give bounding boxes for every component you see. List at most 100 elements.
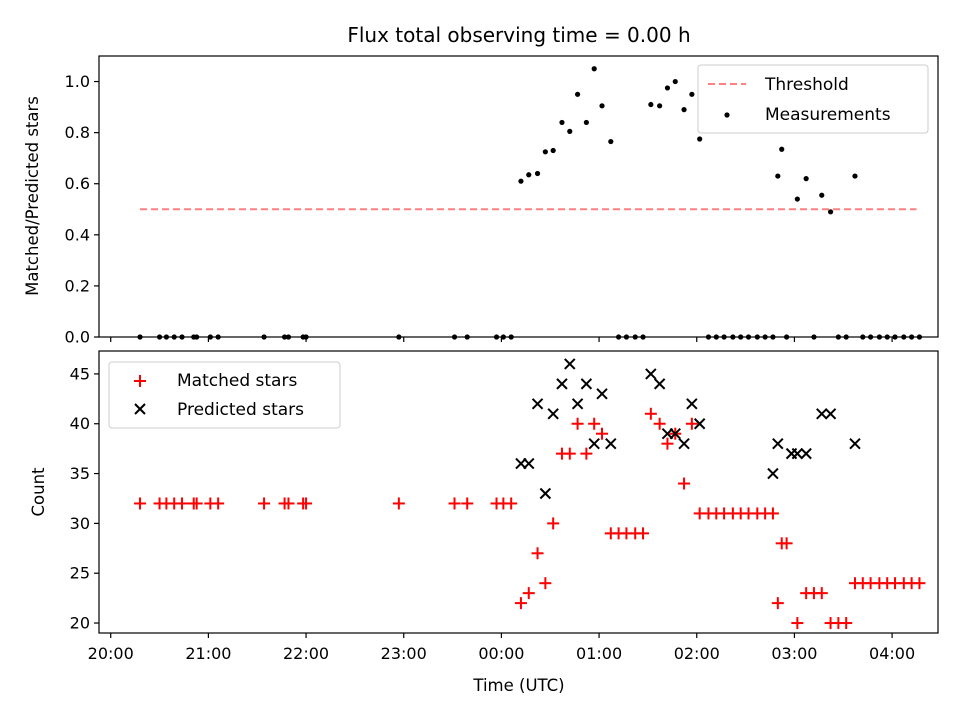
matched-stars-point bbox=[653, 417, 666, 430]
top-y-tick-label: 1.0 bbox=[65, 72, 90, 91]
measurement-point bbox=[534, 170, 541, 177]
matched-stars-point bbox=[547, 517, 560, 530]
predicted-stars-point bbox=[678, 437, 690, 450]
bottom-y-tick-label: 25 bbox=[70, 564, 90, 583]
bottom-x-tick-label: 21:00 bbox=[185, 644, 231, 663]
top-chart-x-ticks bbox=[110, 337, 893, 342]
top-chart-legend: Threshold Measurements bbox=[697, 64, 929, 134]
legend-measurements-label: Measurements bbox=[765, 105, 891, 125]
measurement-point bbox=[591, 66, 597, 72]
measurement-point bbox=[574, 91, 581, 97]
legend-predicted-label: Predicted stars bbox=[177, 400, 304, 420]
measurement-point bbox=[623, 334, 630, 340]
measurement-point bbox=[207, 334, 213, 340]
measurement-point bbox=[721, 334, 727, 340]
matched-stars-point bbox=[212, 497, 225, 510]
matched-stars-point bbox=[282, 497, 295, 510]
bottom-chart-x-axis: 20:00 21:00 22:00 23:00 00:00 01:00 02:00 03:00… bbox=[88, 633, 915, 663]
top-chart: 0.0 0.2 0.4 0.6 0.8 1.0 Matched/Predicted sta… bbox=[23, 55, 939, 347]
bottom-legend-box bbox=[108, 361, 341, 429]
measurement-point bbox=[672, 78, 678, 85]
measurement-point bbox=[713, 334, 719, 340]
bottom-x-tick-label: 00:00 bbox=[478, 644, 524, 663]
measurement-point bbox=[730, 334, 736, 340]
measurement-point bbox=[876, 334, 882, 340]
predicted-stars-point bbox=[772, 437, 784, 450]
legend-matched-swatch bbox=[134, 375, 146, 387]
matched-stars-point bbox=[176, 497, 189, 510]
measurement-point bbox=[784, 334, 790, 340]
measurement-point bbox=[697, 136, 703, 142]
predicted-stars-point bbox=[824, 408, 837, 420]
top-y-tick-label: 0.0 bbox=[65, 328, 90, 347]
predicted-stars-point bbox=[693, 418, 706, 430]
matched-stars-point bbox=[258, 497, 271, 510]
bottom-x-tick-label: 02:00 bbox=[674, 644, 720, 663]
measurement-point bbox=[681, 107, 687, 113]
top-chart-marks bbox=[137, 66, 923, 340]
measurement-point bbox=[794, 196, 800, 202]
matched-stars-point bbox=[588, 417, 601, 430]
top-y-tick-label: 0.2 bbox=[65, 276, 90, 295]
bottom-chart-marks bbox=[134, 358, 926, 630]
matched-stars-point bbox=[190, 497, 203, 510]
bottom-x-tick-label: 01:00 bbox=[576, 644, 622, 663]
bottom-y-tick-label: 35 bbox=[70, 464, 90, 483]
matched-stars-point bbox=[840, 617, 853, 630]
measurement-point bbox=[137, 334, 143, 340]
bottom-x-tick-label: 04:00 bbox=[869, 644, 915, 663]
legend-matched-label: Matched stars bbox=[177, 371, 297, 391]
measurement-point bbox=[451, 334, 458, 340]
measurement-point bbox=[738, 334, 744, 340]
predicted-stars-point bbox=[571, 398, 584, 410]
legend-measurements-swatch bbox=[724, 112, 730, 118]
measurement-point bbox=[884, 334, 890, 340]
matched-stars-point bbox=[637, 527, 650, 540]
matched-stars-point bbox=[913, 577, 926, 590]
bottom-chart: 20 25 30 35 40 45 20:00 21:00 22:00 23:00 00:00 01… bbox=[29, 350, 939, 695]
measurement-point bbox=[762, 334, 768, 340]
measurement-point bbox=[542, 149, 548, 155]
top-y-tick-label: 0.8 bbox=[65, 123, 90, 142]
matched-stars-point bbox=[522, 587, 535, 600]
measurement-point bbox=[901, 334, 907, 340]
measurement-point bbox=[892, 334, 898, 340]
bottom-chart-legend: Matched stars Predicted stars bbox=[108, 361, 341, 429]
measurement-point bbox=[215, 334, 221, 340]
measurement-point bbox=[819, 192, 825, 198]
matched-stars-point bbox=[596, 427, 609, 440]
bottom-chart-frame bbox=[98, 350, 939, 634]
predicted-stars-point bbox=[686, 398, 698, 410]
matched-stars-point bbox=[771, 597, 784, 610]
measurement-point bbox=[163, 334, 169, 340]
predicted-stars-point bbox=[564, 358, 576, 370]
predicted-stars-point bbox=[767, 467, 779, 480]
measurement-point bbox=[194, 334, 200, 340]
predicted-stars-point bbox=[669, 427, 681, 440]
measurement-point bbox=[811, 334, 817, 340]
measurement-point bbox=[843, 334, 849, 340]
measurement-point bbox=[608, 138, 614, 145]
measurement-point bbox=[559, 119, 565, 126]
bottom-chart-x-axis-label: Time (UTC) bbox=[472, 676, 564, 695]
top-chart-title: Flux total observing time = 0.00 h bbox=[347, 23, 690, 47]
matched-stars-point bbox=[685, 417, 698, 430]
matched-stars-point bbox=[644, 407, 657, 420]
bottom-x-tick-label: 23:00 bbox=[381, 644, 427, 663]
measurement-point bbox=[171, 334, 177, 340]
bottom-y-tick-label: 40 bbox=[70, 414, 90, 433]
matched-stars-point bbox=[461, 497, 474, 510]
top-y-tick-label: 0.4 bbox=[65, 225, 90, 244]
matched-stars-point bbox=[563, 447, 576, 460]
matched-stars-point bbox=[539, 577, 552, 590]
top-y-tick-label: 0.6 bbox=[65, 174, 90, 193]
measurement-point bbox=[835, 334, 841, 340]
top-legend-box bbox=[697, 64, 929, 134]
measurement-point bbox=[909, 334, 915, 340]
matched-stars-point bbox=[661, 437, 674, 450]
measurement-point bbox=[916, 334, 923, 340]
measurement-point bbox=[518, 178, 524, 184]
measurement-point bbox=[640, 334, 646, 340]
measurement-point bbox=[567, 128, 573, 134]
